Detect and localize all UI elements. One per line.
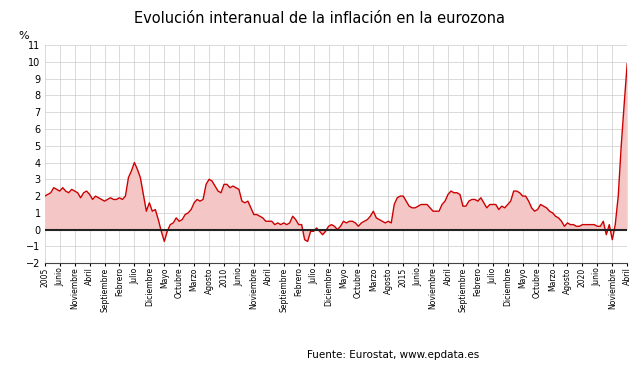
Text: %: % <box>19 31 29 41</box>
Text: Fuente: Eurostat, www.epdata.es: Fuente: Eurostat, www.epdata.es <box>307 350 479 360</box>
Text: Evolución interanual de la inflación en la eurozona: Evolución interanual de la inflación en … <box>134 11 506 26</box>
